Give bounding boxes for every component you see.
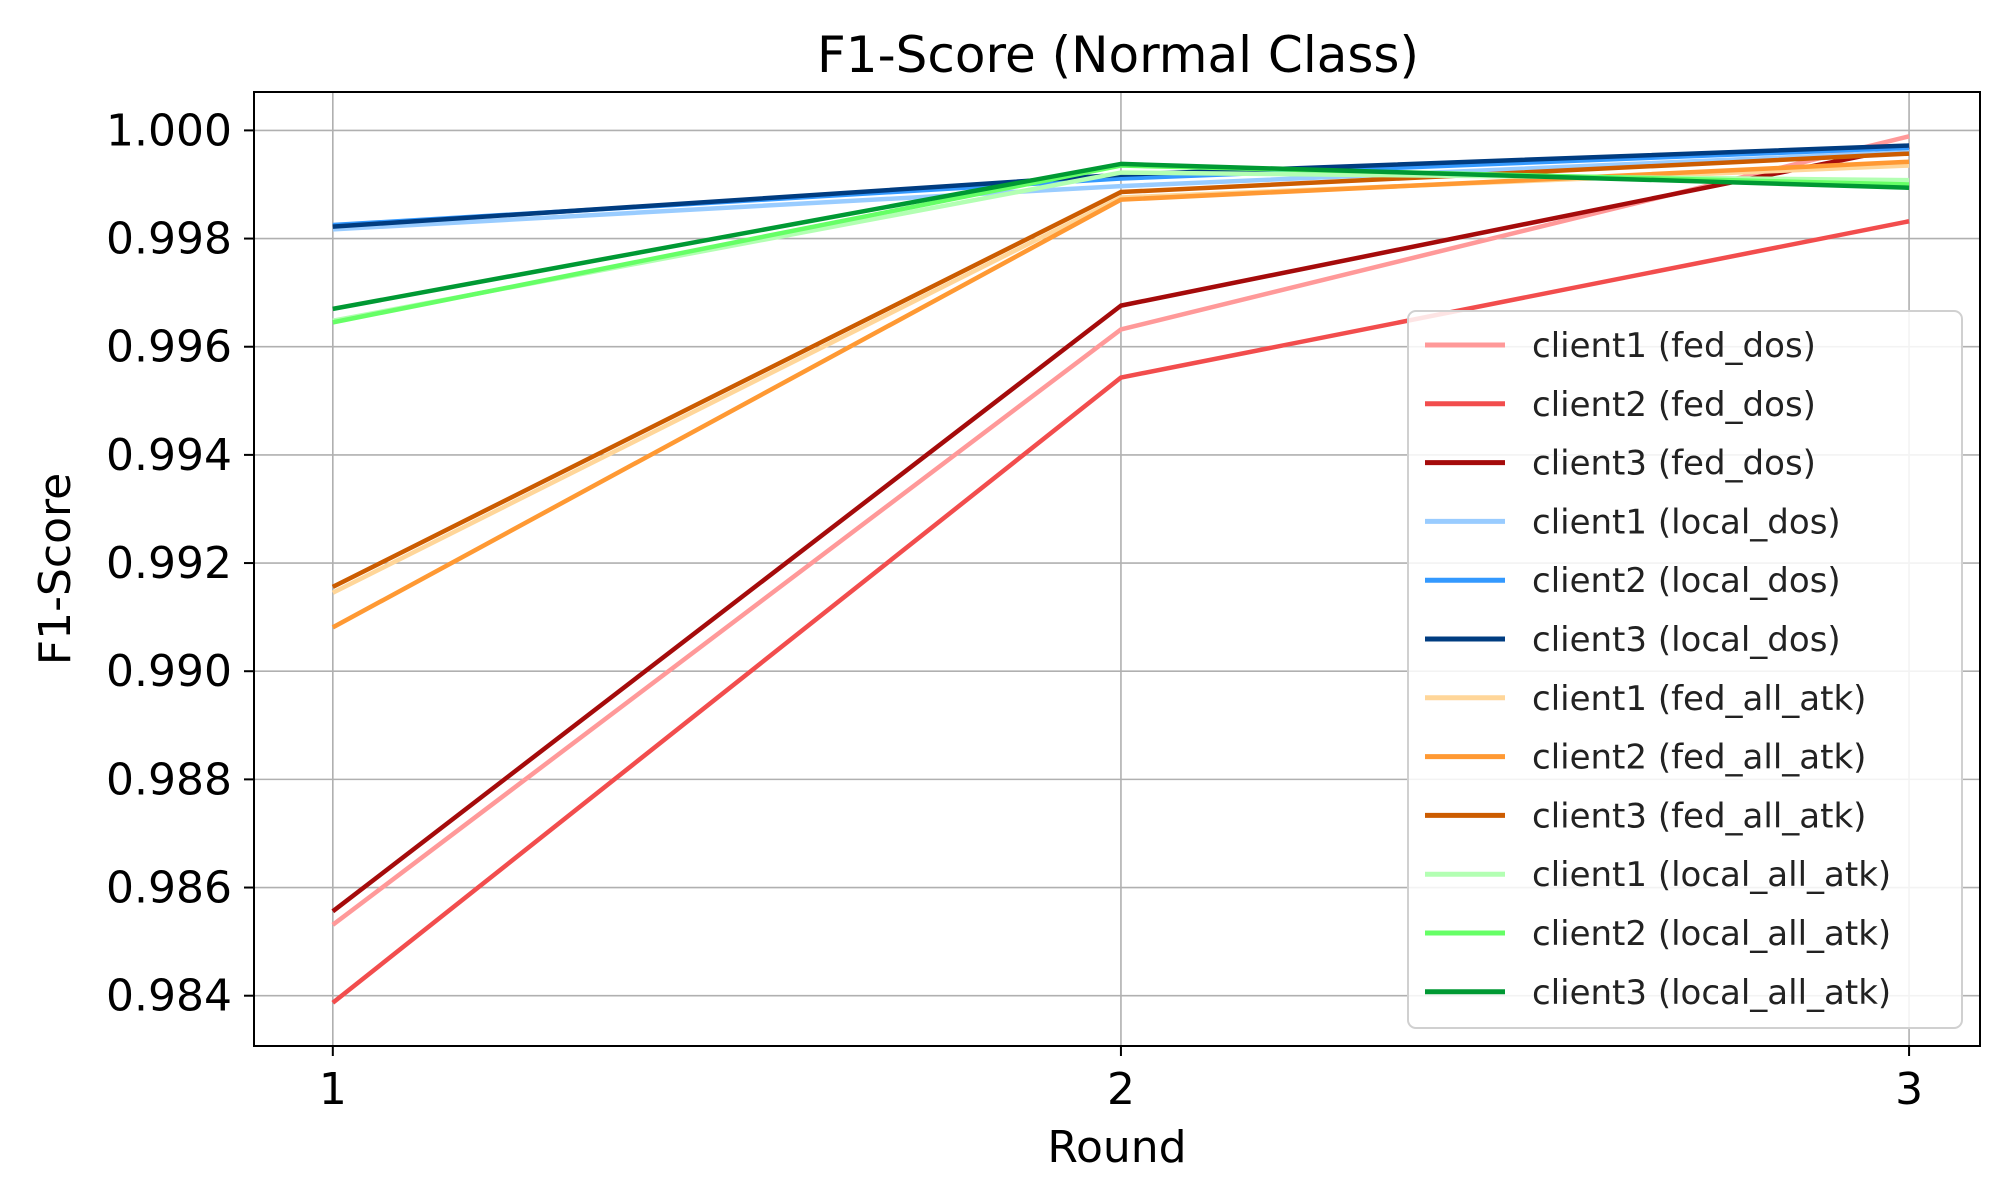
y-axis-ticks: 0.984 0.986 0.988 0.990 0.992 0.994 0.996 0.998… xyxy=(106,105,254,1022)
x-axis-ticks: 1 2 3 xyxy=(319,1046,1923,1115)
series-line xyxy=(331,219,1910,1005)
legend: client1 (fed_dos) client2 (fed_dos)client… xyxy=(1407,310,1963,1029)
legend-label: client1 (fed_all_atk) xyxy=(1532,679,1866,719)
legend-item: client3 (local_dos) xyxy=(1425,620,1841,660)
legend-item: client1 (fed_all_atk) xyxy=(1425,679,1866,719)
legend-label: client2 (local_all_atk) xyxy=(1532,914,1891,954)
chart-title: F1-Score (Normal Class) xyxy=(817,26,1419,84)
y-tick-label: 0.998 xyxy=(106,214,232,265)
x-tick-label: 1 xyxy=(319,1064,347,1115)
legend-frame xyxy=(1407,310,1963,1029)
legend-item: client2 (fed_dos) xyxy=(1425,385,1816,425)
legend-item: client2 (local_all_atk) xyxy=(1425,914,1891,954)
series-line xyxy=(331,151,1910,589)
series-lines xyxy=(331,134,1910,1005)
legend-label: client2 (local_dos) xyxy=(1532,561,1841,601)
y-tick-label: 0.996 xyxy=(106,322,232,373)
legend-item: client1 (fed_dos) xyxy=(1425,326,1816,366)
legend-label: client2 (fed_all_atk) xyxy=(1532,738,1866,778)
legend-label: client3 (local_dos) xyxy=(1532,620,1841,660)
x-tick-label: 3 xyxy=(1895,1064,1923,1115)
legend-label: client1 (local_all_atk) xyxy=(1532,855,1891,895)
legend-label: client1 (local_dos) xyxy=(1532,502,1841,542)
series-line xyxy=(332,161,1910,312)
legend-label: client1 (fed_dos) xyxy=(1532,326,1816,366)
y-tick-label: 0.990 xyxy=(106,646,232,697)
legend-items: client1 (fed_dos) client2 (fed_dos)client… xyxy=(1425,326,1891,1013)
y-tick-label: 0.986 xyxy=(106,863,232,914)
y-tick-label: 1.000 xyxy=(106,105,232,156)
legend-label: client2 (fed_dos) xyxy=(1532,385,1816,425)
y-axis-label: F1-Score xyxy=(30,473,81,665)
legend-item: client2 (fed_all_atk) xyxy=(1425,738,1866,778)
y-tick-label: 0.992 xyxy=(106,538,232,589)
legend-item: client1 (local_all_atk) xyxy=(1425,855,1891,895)
series-line xyxy=(331,159,1910,630)
legend-label: client3 (fed_all_atk) xyxy=(1532,796,1866,836)
x-axis-label: Round xyxy=(1047,1122,1186,1173)
legend-item: client3 (fed_all_atk) xyxy=(1425,796,1866,836)
x-tick-label: 2 xyxy=(1107,1064,1135,1115)
plot-frame xyxy=(253,91,1981,1047)
y-tick-label: 0.994 xyxy=(106,430,232,481)
legend-label: client3 (fed_dos) xyxy=(1532,444,1816,484)
y-tick-label: 0.988 xyxy=(106,754,232,805)
legend-item: client3 (fed_dos) xyxy=(1425,444,1816,484)
legend-item: client2 (local_dos) xyxy=(1425,561,1841,601)
series-line xyxy=(331,144,1910,914)
legend-item: client1 (local_dos) xyxy=(1425,502,1841,542)
legend-label: client3 (local_all_atk) xyxy=(1532,973,1891,1013)
series-line xyxy=(332,149,1910,232)
legend-item: client3 (local_all_atk) xyxy=(1425,973,1891,1013)
y-tick-label: 0.984 xyxy=(106,971,232,1022)
